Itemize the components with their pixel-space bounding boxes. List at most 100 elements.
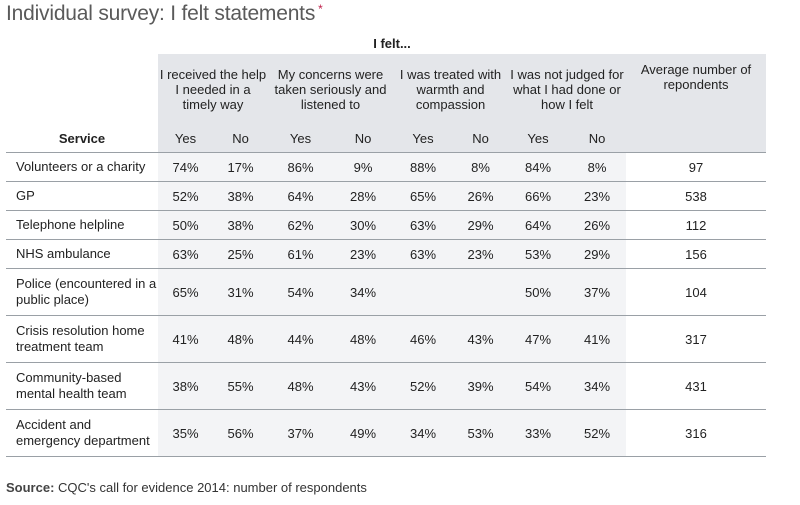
table-row: GP 52% 38% 64% 28% 65% 26% 66% 23% 538 bbox=[6, 181, 766, 211]
no-label: No bbox=[453, 124, 508, 153]
avg-cell: 316 bbox=[626, 409, 766, 457]
cell: 17% bbox=[213, 152, 268, 182]
cell: 61% bbox=[268, 239, 333, 269]
no-label: No bbox=[568, 124, 626, 153]
yes-label: Yes bbox=[158, 124, 213, 153]
table-row: Community-based mental health team 38% 5… bbox=[6, 362, 766, 410]
cell: 38% bbox=[213, 210, 268, 240]
cell: 52% bbox=[393, 362, 453, 410]
cell: 63% bbox=[393, 239, 453, 269]
cell: 38% bbox=[158, 362, 213, 410]
column-header: I received the help I needed in a timely… bbox=[158, 54, 268, 124]
cell: 26% bbox=[568, 210, 626, 240]
yes-label: Yes bbox=[393, 124, 453, 153]
cell: 63% bbox=[393, 210, 453, 240]
cell: 74% bbox=[158, 152, 213, 182]
column-header-row: I received the help I needed in a timely… bbox=[6, 54, 766, 153]
no-label: No bbox=[213, 124, 268, 153]
cell bbox=[393, 268, 453, 316]
avg-cell: 156 bbox=[626, 239, 766, 269]
cell: 29% bbox=[453, 210, 508, 240]
survey-table: I felt... I received the help I needed i… bbox=[6, 32, 766, 457]
avg-cell: 104 bbox=[626, 268, 766, 316]
cell: 37% bbox=[568, 268, 626, 316]
cell: 52% bbox=[568, 409, 626, 457]
table-row: NHS ambulance 63% 25% 61% 23% 63% 23% 53… bbox=[6, 239, 766, 269]
source-label: Source: bbox=[6, 480, 55, 495]
cell: 48% bbox=[268, 362, 333, 410]
cell: 88% bbox=[393, 152, 453, 182]
cell: 48% bbox=[213, 315, 268, 363]
cell: 53% bbox=[453, 409, 508, 457]
cell: 25% bbox=[213, 239, 268, 269]
column-header: I was not judged for what I had done or … bbox=[508, 54, 626, 124]
service-name: Accident and emergency department bbox=[6, 409, 158, 457]
yes-label: Yes bbox=[508, 124, 568, 153]
service-name: Telephone helpline bbox=[6, 210, 158, 240]
cell: 54% bbox=[268, 268, 333, 316]
cell: 8% bbox=[453, 152, 508, 182]
cell: 65% bbox=[158, 268, 213, 316]
cell: 39% bbox=[453, 362, 508, 410]
cell: 34% bbox=[393, 409, 453, 457]
avg-cell: 431 bbox=[626, 362, 766, 410]
service-name: Community-based mental health team bbox=[6, 362, 158, 410]
cell: 64% bbox=[268, 181, 333, 211]
table-row: Police (encountered in a public place) 6… bbox=[6, 268, 766, 316]
cell: 53% bbox=[508, 239, 568, 269]
cell: 43% bbox=[333, 362, 393, 410]
cell: 52% bbox=[158, 181, 213, 211]
cell: 63% bbox=[158, 239, 213, 269]
avg-cell: 317 bbox=[626, 315, 766, 363]
cell: 41% bbox=[158, 315, 213, 363]
cell: 23% bbox=[333, 239, 393, 269]
cell: 37% bbox=[268, 409, 333, 457]
service-name: GP bbox=[6, 181, 158, 211]
cell: 65% bbox=[393, 181, 453, 211]
service-name: NHS ambulance bbox=[6, 239, 158, 269]
cell: 30% bbox=[333, 210, 393, 240]
cell: 9% bbox=[333, 152, 393, 182]
cell: 26% bbox=[453, 181, 508, 211]
cell: 34% bbox=[333, 268, 393, 316]
service-name: Crisis resolution home treatment team bbox=[6, 315, 158, 363]
column-header: I was treated with warmth and compassion bbox=[393, 54, 508, 124]
cell: 31% bbox=[213, 268, 268, 316]
cell: 46% bbox=[393, 315, 453, 363]
source-note: Source: CQC's call for evidence 2014: nu… bbox=[6, 480, 367, 495]
column-header: My concerns were taken seriously and lis… bbox=[268, 54, 393, 124]
cell: 86% bbox=[268, 152, 333, 182]
avg-header: Average number of repondents bbox=[626, 54, 766, 153]
cell: 66% bbox=[508, 181, 568, 211]
cell: 23% bbox=[453, 239, 508, 269]
cell: 29% bbox=[568, 239, 626, 269]
source-text: CQC's call for evidence 2014: number of … bbox=[58, 480, 367, 495]
cell: 38% bbox=[213, 181, 268, 211]
cell: 8% bbox=[568, 152, 626, 182]
table-row: Telephone helpline 50% 38% 62% 30% 63% 2… bbox=[6, 210, 766, 240]
cell: 48% bbox=[333, 315, 393, 363]
table-row: Crisis resolution home treatment team 41… bbox=[6, 315, 766, 363]
cell: 50% bbox=[158, 210, 213, 240]
avg-cell: 97 bbox=[626, 152, 766, 182]
table-row: Volunteers or a charity 74% 17% 86% 9% 8… bbox=[6, 152, 766, 182]
cell: 84% bbox=[508, 152, 568, 182]
cell: 34% bbox=[568, 362, 626, 410]
service-name: Police (encountered in a public place) bbox=[6, 268, 158, 316]
cell: 49% bbox=[333, 409, 393, 457]
group-header-row: I felt... bbox=[6, 32, 766, 54]
cell: 47% bbox=[508, 315, 568, 363]
cell bbox=[453, 268, 508, 316]
cell: 64% bbox=[508, 210, 568, 240]
table-row: Accident and emergency department 35% 56… bbox=[6, 409, 766, 457]
cell: 41% bbox=[568, 315, 626, 363]
title-text: Individual survey: I felt statements bbox=[6, 2, 316, 25]
cell: 50% bbox=[508, 268, 568, 316]
cell: 54% bbox=[508, 362, 568, 410]
service-name: Volunteers or a charity bbox=[6, 152, 158, 182]
group-header: I felt... bbox=[373, 35, 411, 51]
cell: 55% bbox=[213, 362, 268, 410]
no-label: No bbox=[333, 124, 393, 153]
page-title: Individual survey: I felt statements * bbox=[6, 2, 323, 26]
cell: 56% bbox=[213, 409, 268, 457]
